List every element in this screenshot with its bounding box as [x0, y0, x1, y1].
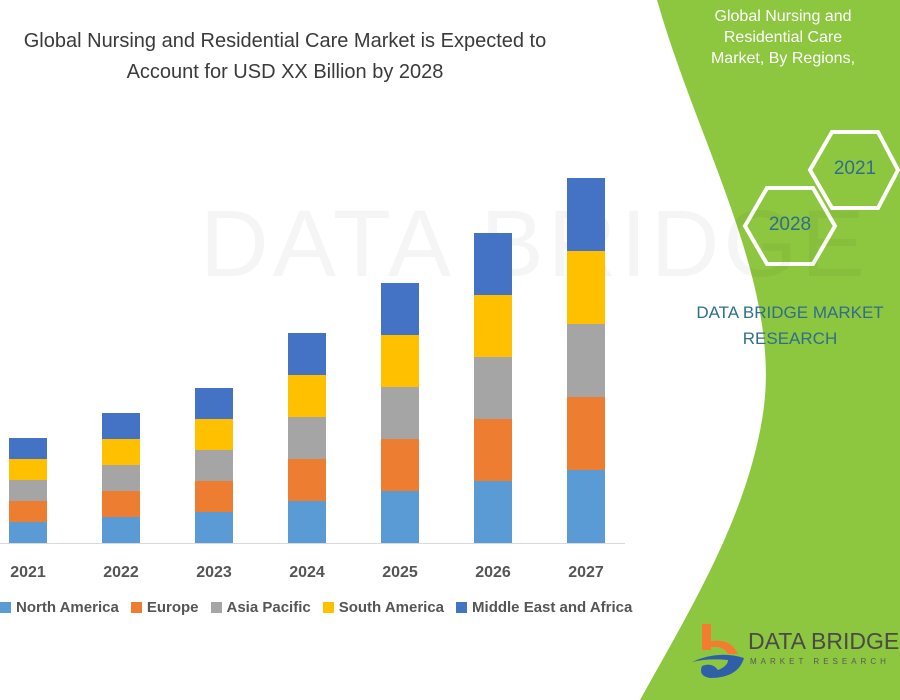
legend-label: North America	[16, 599, 119, 616]
brand-text: DATA BRIDGE MARKET RESEARCH	[690, 300, 890, 352]
watermark: DATA BRIDGE	[200, 190, 865, 299]
bar-segment-2025-south-america	[381, 335, 419, 387]
hexagon-2021	[807, 130, 900, 210]
bar-segment-2026-north-america	[474, 481, 512, 543]
x-tick-label: 2025	[382, 564, 418, 581]
bar-segment-2022-asia-pacific	[102, 465, 140, 491]
x-tick-label: 2026	[475, 564, 511, 581]
x-tick-label: 2024	[289, 564, 325, 581]
bar-segment-2024-middle-east-and-africa	[288, 333, 326, 375]
bar-segment-2026-south-america	[474, 295, 512, 357]
legend-item: North America	[0, 599, 119, 616]
bar-segment-2021-middle-east-and-africa	[9, 438, 47, 459]
x-tick-label: 2022	[103, 564, 139, 581]
legend-label: Middle East and Africa	[472, 599, 633, 616]
legend-swatch	[322, 602, 334, 613]
logo-name: DATA BRIDGE	[748, 628, 900, 654]
hexagon-label-2028: 2028	[768, 214, 812, 235]
bar-segment-2021-asia-pacific	[9, 480, 47, 501]
bar-segment-2022-north-america	[102, 517, 140, 543]
bar-segment-2022-middle-east-and-africa	[102, 413, 140, 439]
chart-title: Global Nursing and Residential Care Mark…	[0, 26, 570, 88]
bar-segment-2025-europe	[381, 439, 419, 491]
bar-segment-2025-middle-east-and-africa	[381, 283, 419, 335]
stacked-bar-chart: 2021 2022 2023 2024 2025 2026 2027	[0, 178, 625, 581]
bar-segment-2025-north-america	[381, 491, 419, 543]
side-title-line-1: Global Nursing and Residential Care	[714, 8, 852, 46]
bar-segment-2026-europe	[474, 419, 512, 481]
bar-segment-2022-south-america	[102, 439, 140, 465]
hexagon-2028	[742, 186, 838, 266]
brand-line-1: DATA BRIDGE MARKET	[696, 303, 884, 322]
brand-line-2: RESEARCH	[742, 329, 838, 348]
legend-item: Asia Pacific	[210, 599, 311, 616]
legend-label: Europe	[146, 599, 199, 616]
bar-segment-2022-europe	[102, 491, 140, 517]
legend-swatch	[210, 602, 222, 613]
legend-item: Europe	[130, 599, 199, 616]
bar-segment-2027-middle-east-and-africa	[567, 178, 605, 251]
x-tick-label: 2027	[568, 564, 604, 581]
side-title-line-2: Market, By Regions,	[710, 50, 856, 67]
bar-segment-2027-europe	[567, 397, 605, 470]
bar-segment-2026-middle-east-and-africa	[474, 233, 512, 295]
bar-segment-2027-north-america	[567, 470, 605, 543]
x-tick-label: 2023	[196, 564, 232, 581]
legend-item: Middle East and Africa	[456, 599, 632, 616]
bar-segment-2023-middle-east-and-africa	[195, 388, 233, 419]
logo-tagline: MARKET RESEARCH	[750, 657, 890, 666]
bar-segment-2027-south-america	[567, 251, 605, 324]
x-tick-label: 2021	[10, 564, 46, 581]
bar-segment-2024-europe	[288, 459, 326, 501]
legend-label: Asia Pacific	[226, 599, 311, 616]
bar-segment-2023-asia-pacific	[195, 450, 233, 481]
legend-swatch	[456, 602, 468, 613]
legend-swatch	[0, 602, 11, 613]
bar-segment-2027-asia-pacific	[567, 324, 605, 397]
chart-title-line-1: Global Nursing and Residential Care Mark…	[23, 30, 547, 52]
bar-segment-2021-north-america	[9, 522, 47, 543]
bar-segment-2025-asia-pacific	[381, 387, 419, 439]
chart-title-line-2: Account for USD XX Billion by 2028	[126, 61, 444, 83]
legend-label: South America	[338, 599, 445, 616]
bar-segment-2021-europe	[9, 501, 47, 522]
bar-segment-2023-europe	[195, 481, 233, 512]
chart-legend: North America Europe Asia Pacific South Ame…	[0, 599, 640, 616]
bar-segment-2024-south-america	[288, 375, 326, 417]
bar-segment-2024-north-america	[288, 501, 326, 543]
bar-segment-2023-north-america	[195, 512, 233, 543]
side-title: Global Nursing and Residential Care Mark…	[676, 6, 890, 69]
bar-segment-2023-south-america	[195, 419, 233, 450]
bar-segment-2026-asia-pacific	[474, 357, 512, 419]
legend-swatch	[130, 602, 142, 613]
hexagon-label-2021: 2021	[833, 158, 877, 179]
data-bridge-logo-icon	[692, 624, 744, 678]
bar-segment-2021-south-america	[9, 459, 47, 480]
bar-segment-2024-asia-pacific	[288, 417, 326, 459]
legend-item: South America	[322, 599, 445, 616]
